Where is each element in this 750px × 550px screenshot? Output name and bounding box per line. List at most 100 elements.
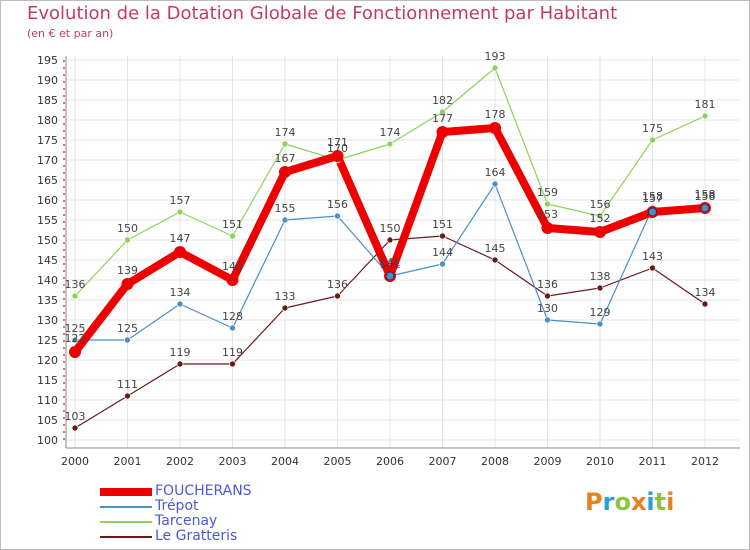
data-label: 134 [695,286,716,299]
y-tick-label: 195 [37,54,58,67]
legend-label: Trépot [155,498,199,514]
data-label: 178 [485,108,506,121]
data-label: 128 [222,310,243,323]
data-label: 119 [170,346,191,359]
x-tick-label: 2011 [639,455,667,468]
data-point [229,232,236,240]
data-label: 181 [695,98,716,111]
y-tick-label: 100 [37,434,58,447]
chart-subtitle: (en € et par an) [27,27,114,40]
y-tick-label: 105 [37,414,58,427]
data-point [174,246,186,258]
y-tick-label: 165 [37,174,58,187]
data-label: 156 [590,198,611,211]
data-label: 157 [642,192,663,205]
y-tick-label: 110 [37,394,58,407]
x-tick-label: 2006 [376,455,404,468]
data-label: 158 [695,190,716,203]
data-label: 134 [170,286,191,299]
y-tick-label: 185 [37,94,58,107]
data-point [281,304,289,312]
logo-letter: P [585,488,603,516]
x-tick-label: 2012 [691,455,719,468]
data-label: 143 [642,250,663,263]
data-label: 151 [222,218,243,231]
data-point [71,424,79,432]
data-point [69,346,81,358]
data-point [491,180,499,188]
data-point-overlay [648,207,657,217]
legend-label: Le Gratteris [155,528,238,544]
data-label: 175 [642,122,663,135]
x-tick-label: 2000 [61,455,89,468]
data-point [386,236,394,244]
logo-letter: i [666,488,675,516]
legend-swatch [100,488,152,496]
y-tick-label: 145 [37,254,58,267]
data-point [439,260,446,268]
legend-swatch [100,521,152,523]
logo-letter: r [602,488,615,516]
data-label: 136 [537,278,558,291]
chart-title: Evolution de la Dotation Globale de Fonc… [27,3,618,24]
data-point [176,208,184,216]
legend-item: Trépot [100,498,360,515]
data-point [121,278,134,290]
x-tick-label: 2010 [586,455,614,468]
y-tick-label: 125 [37,334,58,347]
data-label: 136 [65,278,86,291]
y-tick-label: 160 [37,194,58,207]
data-point [176,360,184,368]
y-tick-label: 150 [37,234,58,247]
y-tick-label: 155 [37,214,58,227]
data-point [596,212,604,220]
data-label: 144 [432,246,453,259]
data-point [71,292,79,300]
data-point [596,320,604,328]
data-label: 150 [380,222,401,235]
data-point [176,300,184,308]
y-tick-label: 170 [37,154,58,167]
y-tick-label: 180 [37,114,58,127]
data-point [701,112,709,120]
proxiti-logo: Proxiti [585,488,674,516]
data-label: 141 [380,256,401,269]
data-point [491,256,499,264]
data-label: 150 [117,222,138,235]
data-label: 141 [380,258,401,271]
legend-item: Le Gratteris [100,528,360,545]
data-label: 133 [275,290,296,303]
data-point [281,216,289,224]
data-label: 177 [432,112,453,125]
data-label: 157 [170,194,191,207]
data-point [544,316,551,324]
data-point-overlay [700,203,710,213]
x-tick-label: 2004 [271,455,299,468]
data-point [596,284,604,292]
data-label: 174 [275,126,296,139]
data-label: 155 [275,202,296,215]
data-point [594,226,606,238]
data-point [334,292,341,300]
data-point [439,108,446,116]
data-label: 129 [590,306,611,319]
data-label: 159 [537,186,558,199]
data-point [226,274,239,286]
x-tick-label: 2009 [534,455,562,468]
x-tick-label: 2003 [219,455,247,468]
data-label: 158 [695,188,716,201]
data-point [489,122,501,134]
x-tick-label: 2008 [481,455,509,468]
data-label: 156 [327,198,348,211]
data-point-overlay [385,271,395,281]
data-label: 139 [117,264,138,277]
data-point [124,392,131,400]
data-point [436,126,449,138]
data-point [649,136,656,144]
data-label: 152 [590,212,611,225]
y-tick-label: 115 [37,374,58,387]
y-tick-label: 135 [37,294,58,307]
data-point [544,200,551,208]
data-point [279,166,291,178]
